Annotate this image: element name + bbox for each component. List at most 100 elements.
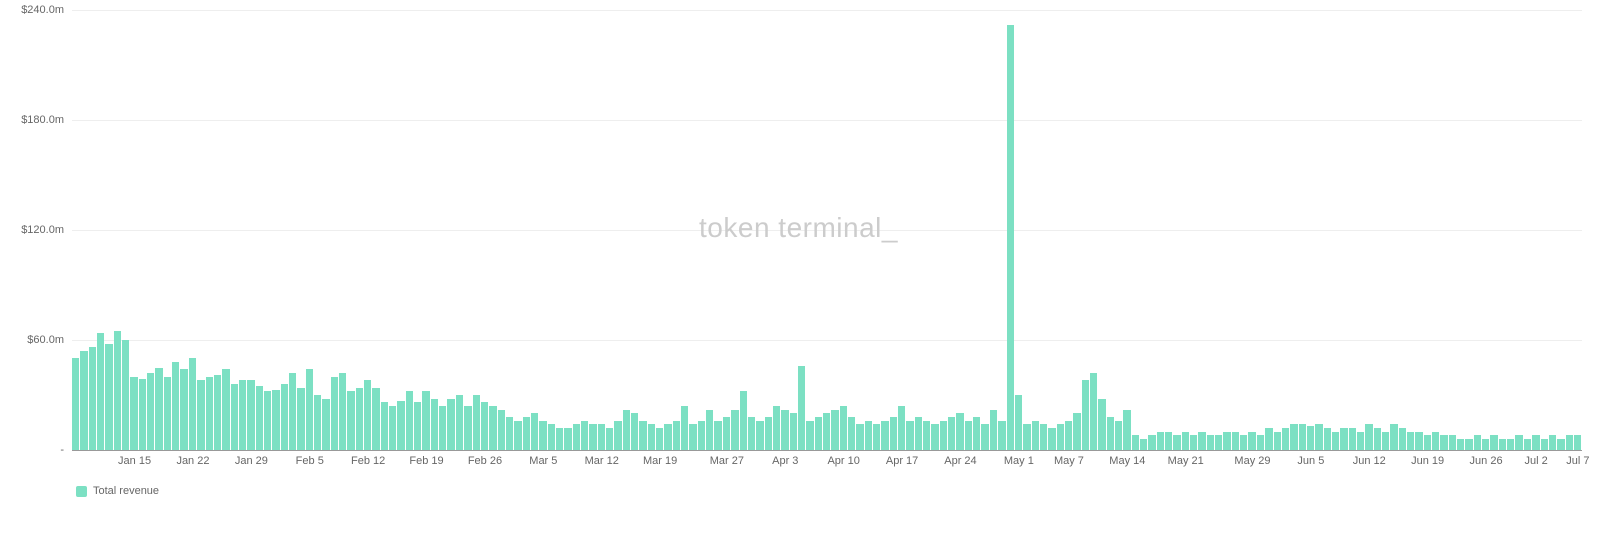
bar [740,391,747,450]
bar [548,424,555,450]
bar [940,421,947,450]
bar [1482,439,1489,450]
x-label: Apr 3 [772,455,798,467]
legend: Total revenue [76,485,159,497]
bar [1557,439,1564,450]
y-label-240: $240.0m [21,4,64,16]
bar [164,377,171,450]
bar [689,424,696,450]
x-label: Apr 10 [827,455,859,467]
bar [981,424,988,450]
bar [589,424,596,450]
bar [489,406,496,450]
y-label-180: $180.0m [21,114,64,126]
x-axis: Jan 15Jan 22Jan 29Feb 5Feb 12Feb 19Feb 2… [72,455,1582,475]
bar [172,362,179,450]
bar [339,373,346,450]
bar [1424,435,1431,450]
bar [1090,373,1097,450]
bar [890,417,897,450]
bar [1357,432,1364,450]
bar [1082,380,1089,450]
bar [790,413,797,450]
bar [1182,432,1189,450]
bar [656,428,663,450]
bar [948,417,955,450]
x-label: Jun 5 [1297,455,1324,467]
bar [1349,428,1356,450]
bar [1040,424,1047,450]
bar [623,410,630,450]
x-label: Mar 12 [585,455,619,467]
bar [1440,435,1447,450]
bar [272,390,279,451]
bar [681,406,688,450]
y-label-120: $120.0m [21,224,64,236]
bar [998,421,1005,450]
bar [1265,428,1272,450]
x-label: Mar 27 [710,455,744,467]
bar [556,428,563,450]
bar [89,347,96,450]
y-axis: $240.0m $180.0m $120.0m $60.0m - [0,0,72,450]
bar [247,380,254,450]
bar [1507,439,1514,450]
bar [956,413,963,450]
bar [147,373,154,450]
bar [598,424,605,450]
bar [1198,432,1205,450]
bar [1240,435,1247,450]
bar [1374,428,1381,450]
bar [1073,413,1080,450]
x-label: Jun 26 [1470,455,1503,467]
bar [1207,435,1214,450]
bar [648,424,655,450]
bar [214,375,221,450]
bar [1449,435,1456,450]
bar [1574,435,1581,450]
bar [614,421,621,450]
bar [698,421,705,450]
bar [639,421,646,450]
bar [114,331,121,450]
bar [1274,432,1281,450]
bar [314,395,321,450]
bar [1115,421,1122,450]
bar [1340,428,1347,450]
bar [239,380,246,450]
bar [1332,432,1339,450]
bar [531,413,538,450]
bar [706,410,713,450]
bar [105,344,112,450]
bar [414,402,421,450]
bar [606,428,613,450]
bar [1132,435,1139,450]
bar [447,399,454,450]
bar [856,424,863,450]
bar [748,417,755,450]
bar [1524,439,1531,450]
bar [197,380,204,450]
x-label: Jun 19 [1411,455,1444,467]
bar [364,380,371,450]
x-label: Jul 7 [1566,455,1589,467]
bar [130,377,137,450]
bar [1173,435,1180,450]
baseline [72,450,1582,451]
bar [1065,421,1072,450]
bar [931,424,938,450]
bar [1499,439,1506,450]
bar [464,406,471,450]
bar [1157,432,1164,450]
bar [756,421,763,450]
bar [831,410,838,450]
bar [723,417,730,450]
bar [1365,424,1372,450]
x-label: Feb 12 [351,455,385,467]
bar [965,421,972,450]
bar [155,368,162,451]
bar [1148,435,1155,450]
bar [823,413,830,450]
x-label: Jan 15 [118,455,151,467]
bar [1457,439,1464,450]
